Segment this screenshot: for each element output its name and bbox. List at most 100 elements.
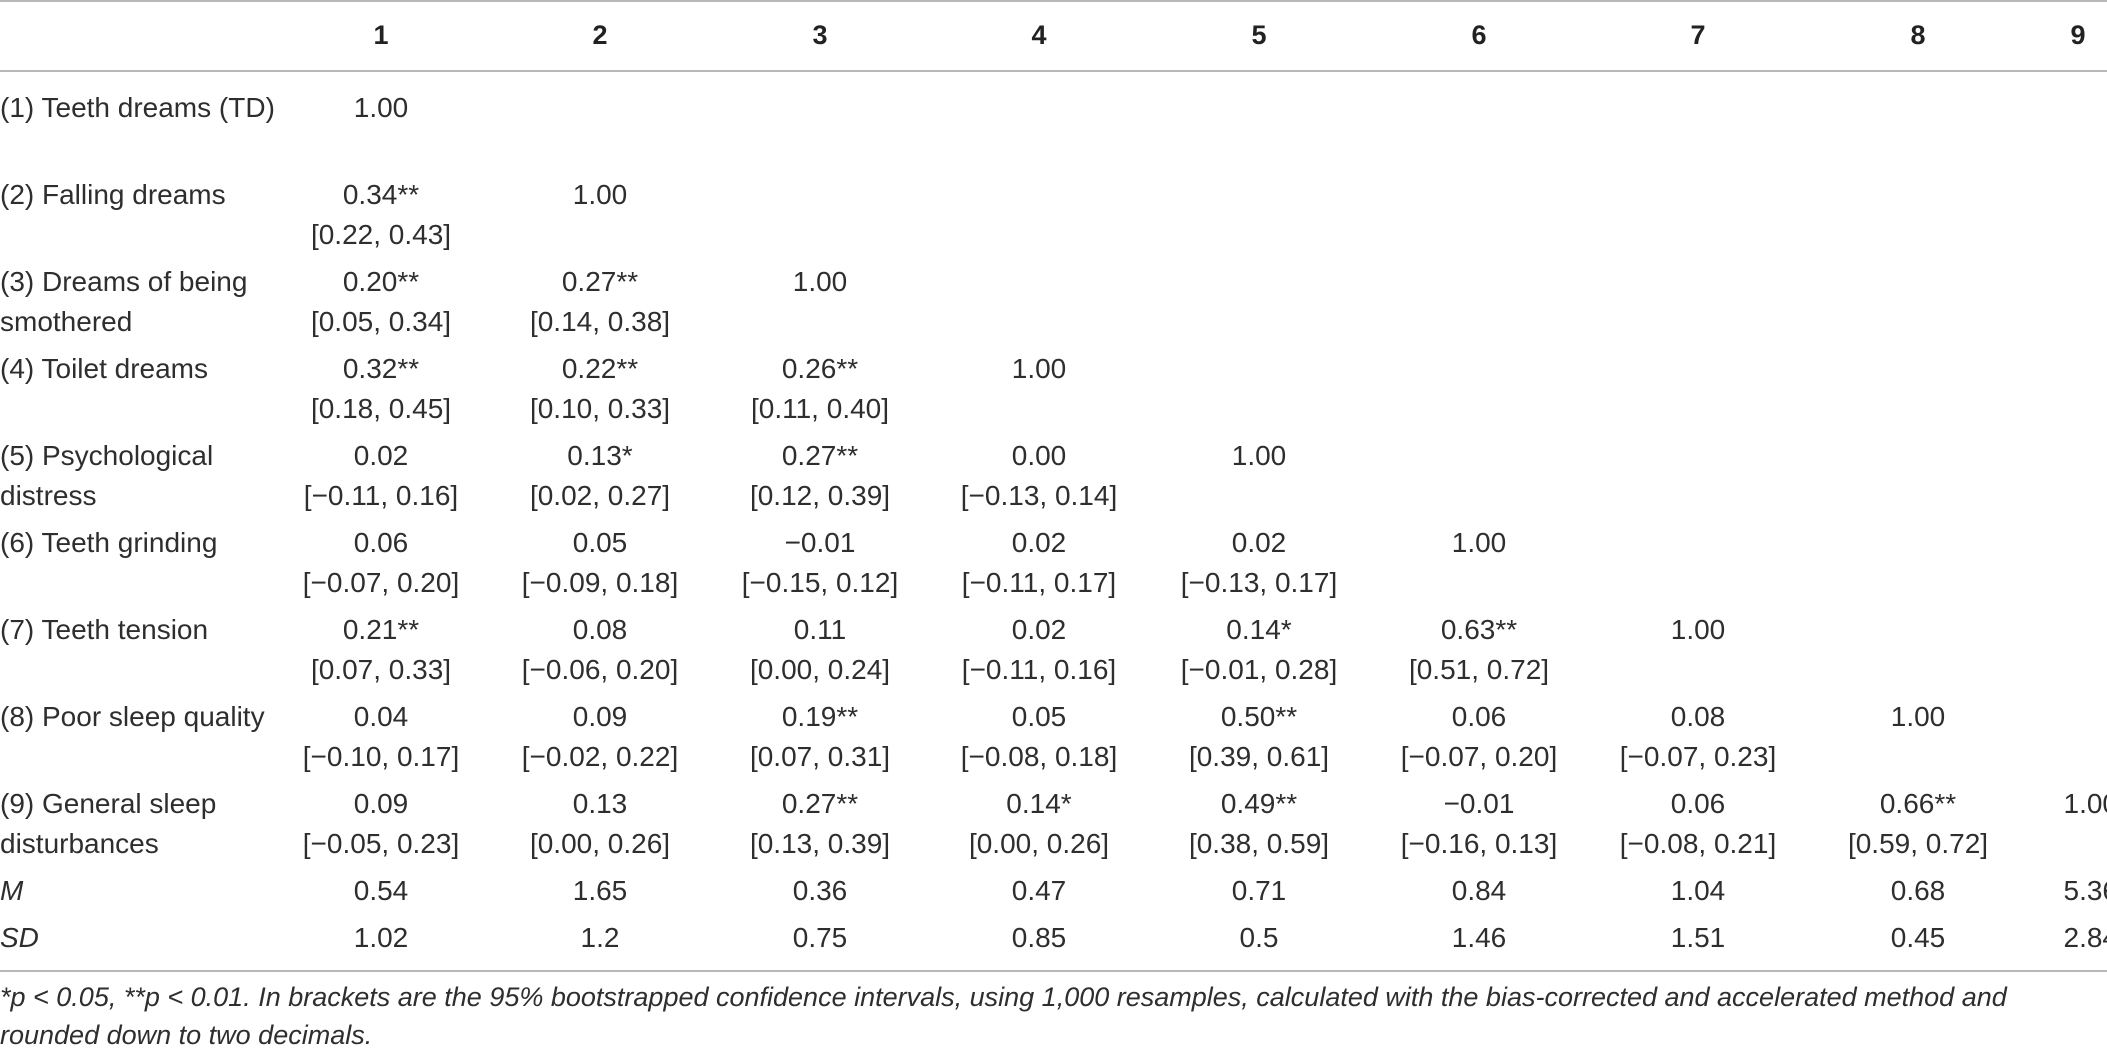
table-cell: 0.50**[0.39, 0.61] — [1159, 697, 1359, 777]
row-label: (9) General sleep disturbances — [0, 784, 285, 864]
row-label: (4) Toilet dreams — [0, 349, 285, 389]
table-cell: 0.63**[0.51, 0.72] — [1379, 610, 1579, 690]
row-label: (8) Poor sleep quality — [0, 697, 285, 737]
correlation-value: 0.66** — [1880, 788, 1956, 819]
table-cell: 1.00 — [1598, 610, 1798, 650]
confidence-interval: [0.05, 0.34] — [281, 302, 481, 342]
table-cell: 0.11[0.00, 0.24] — [720, 610, 920, 690]
correlation-value: 0.34** — [343, 179, 419, 210]
table-cell: 2.84 — [1998, 918, 2107, 958]
table-cell: 0.14*[0.00, 0.26] — [939, 784, 1139, 864]
table-footnote: *p < 0.05, **p < 0.01. In brackets are t… — [0, 978, 2107, 1054]
table-cell: 0.06[−0.08, 0.21] — [1598, 784, 1798, 864]
table-cell: 0.85 — [939, 918, 1139, 958]
table-cell: 1.00 — [720, 262, 920, 302]
correlation-value: 0.02 — [354, 440, 409, 471]
correlation-value: 0.32** — [343, 353, 419, 384]
confidence-interval: [−0.13, 0.17] — [1159, 563, 1359, 603]
confidence-interval: [0.00, 0.26] — [500, 824, 700, 864]
correlation-value: 0.45 — [1891, 922, 1946, 953]
correlation-value: 0.00 — [1012, 440, 1067, 471]
table-cell: 1.00 — [500, 175, 700, 215]
correlation-value: 0.27** — [782, 440, 858, 471]
column-header-1: 1 — [351, 0, 411, 70]
column-header-4: 4 — [1009, 0, 1069, 70]
table-cell: 0.49** [0.38, 0.59] — [1159, 784, 1359, 864]
table-cell: 0.75 — [720, 918, 920, 958]
table-cell: −0.01[−0.15, 0.12] — [720, 523, 920, 603]
confidence-interval: [−0.10, 0.17] — [281, 737, 481, 777]
column-header-6: 6 — [1449, 0, 1509, 70]
table-cell: 0.13* [0.02, 0.27] — [500, 436, 700, 516]
row-label: (3) Dreams of being smothered — [0, 262, 285, 342]
confidence-interval: [−0.05, 0.23] — [281, 824, 481, 864]
table-cell: 1.00 — [939, 349, 1139, 389]
confidence-interval: [0.07, 0.33] — [281, 650, 481, 690]
column-header-9: 9 — [2048, 0, 2107, 70]
confidence-interval: [0.38, 0.59] — [1159, 824, 1359, 864]
confidence-interval: [−0.07, 0.20] — [281, 563, 481, 603]
confidence-interval: [−0.01, 0.28] — [1159, 650, 1359, 690]
table-cell: 0.02[−0.11, 0.17] — [939, 523, 1139, 603]
correlation-value: 1.00 — [1452, 527, 1507, 558]
correlation-value: 1.02 — [354, 922, 409, 953]
correlation-value: 0.27** — [562, 266, 638, 297]
row-label: (6) Teeth grinding — [0, 523, 285, 563]
correlation-value: 0.13 — [573, 788, 628, 819]
table-cell: 0.32**[0.18, 0.45] — [281, 349, 481, 429]
confidence-interval: [0.02, 0.27] — [500, 476, 700, 516]
table-cell: 1.51 — [1598, 918, 1798, 958]
correlation-value: 0.13* — [567, 440, 632, 471]
correlation-value: 0.27** — [782, 788, 858, 819]
table-cell: 0.05[−0.08, 0.18] — [939, 697, 1139, 777]
confidence-interval: [0.59, 0.72] — [1818, 824, 2018, 864]
correlation-value: 0.14* — [1006, 788, 1071, 819]
correlation-value: 0.14* — [1226, 614, 1291, 645]
row-label: M — [0, 871, 285, 911]
correlation-value: 1.2 — [581, 922, 620, 953]
column-header-5: 5 — [1229, 0, 1289, 70]
correlation-value: 0.21** — [343, 614, 419, 645]
correlation-value: 1.00 — [1671, 614, 1726, 645]
correlation-value: 0.47 — [1012, 875, 1067, 906]
correlation-value: 0.19** — [782, 701, 858, 732]
row-label: (7) Teeth tension — [0, 610, 285, 650]
correlation-value: 0.71 — [1232, 875, 1287, 906]
confidence-interval: [−0.09, 0.18] — [500, 563, 700, 603]
correlation-value: 0.02 — [1012, 614, 1067, 645]
correlation-value: 1.00 — [1012, 353, 1067, 384]
table-cell: 0.54 — [281, 871, 481, 911]
table-cell: 0.09 [−0.05, 0.23] — [281, 784, 481, 864]
table-cell: 0.09[−0.02, 0.22] — [500, 697, 700, 777]
table-cell: 0.27**[0.13, 0.39] — [720, 784, 920, 864]
correlation-value: 0.08 — [1671, 701, 1726, 732]
correlation-value: 1.00 — [1891, 701, 1946, 732]
correlation-value: 1.00 — [2064, 788, 2107, 819]
table-cell: 0.27** [0.12, 0.39] — [720, 436, 920, 516]
confidence-interval: [0.07, 0.31] — [720, 737, 920, 777]
confidence-interval: [0.51, 0.72] — [1379, 650, 1579, 690]
correlation-value: 0.06 — [354, 527, 409, 558]
confidence-interval: [0.12, 0.39] — [720, 476, 920, 516]
table-cell: 0.36 — [720, 871, 920, 911]
table-cell: 0.05 [−0.09, 0.18] — [500, 523, 700, 603]
confidence-interval: [−0.11, 0.17] — [939, 563, 1139, 603]
correlation-value: −0.01 — [1444, 788, 1515, 819]
correlation-value: 0.85 — [1012, 922, 1067, 953]
table-cell: 0.21** [0.07, 0.33] — [281, 610, 481, 690]
table-cell: 0.84 — [1379, 871, 1579, 911]
correlation-value: 0.26** — [782, 353, 858, 384]
column-header-8: 8 — [1888, 0, 1948, 70]
correlation-value: 0.09 — [354, 788, 409, 819]
confidence-interval: [0.11, 0.40] — [720, 389, 920, 429]
table-cell: 0.14* [−0.01, 0.28] — [1159, 610, 1359, 690]
table-cell: 1.00 — [1818, 697, 2018, 737]
table-cell: −0.01[−0.16, 0.13] — [1379, 784, 1579, 864]
confidence-interval: [0.22, 0.43] — [281, 215, 481, 255]
correlation-value: 0.05 — [573, 527, 628, 558]
table-cell: 0.27**[0.14, 0.38] — [500, 262, 700, 342]
correlation-value: 0.09 — [573, 701, 628, 732]
table-cell: 1.2 — [500, 918, 700, 958]
table-cell: 0.08[−0.06, 0.20] — [500, 610, 700, 690]
correlation-value: 0.49** — [1221, 788, 1297, 819]
